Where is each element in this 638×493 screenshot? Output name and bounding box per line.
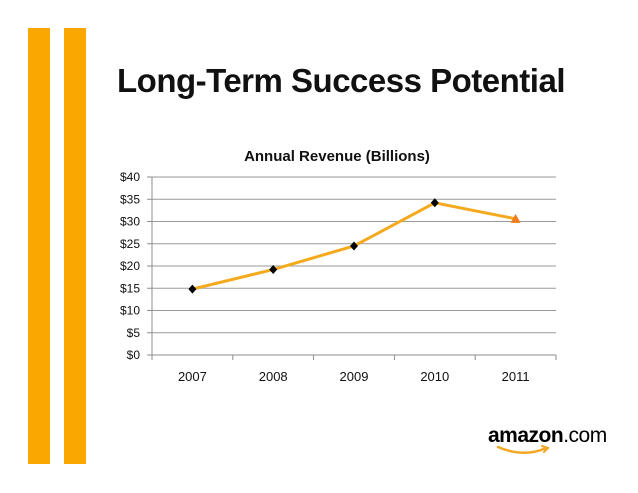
y-tick-label: $10 — [120, 304, 140, 318]
y-tick-label: $25 — [120, 237, 140, 251]
y-tick-label: $15 — [120, 281, 140, 295]
data-point-2008 — [269, 265, 278, 275]
slide-title: Long-Term Success Potential — [117, 62, 565, 99]
x-tick-label: 2009 — [340, 369, 369, 384]
amazon-smile-icon — [496, 445, 550, 454]
x-tick-label: 2010 — [420, 369, 449, 384]
logo-tld: .com — [563, 424, 607, 447]
data-point-2010 — [430, 198, 439, 208]
data-point-2007 — [188, 284, 197, 294]
data-point-2009 — [350, 241, 358, 251]
y-tick-label: $35 — [120, 192, 140, 206]
y-tick-label: $20 — [120, 259, 140, 273]
x-tick-label: 2011 — [502, 369, 530, 384]
y-tick-label: $40 — [120, 170, 140, 184]
chart-title: Annual Revenue (Billions) — [244, 148, 430, 165]
y-tick-label: $30 — [120, 215, 140, 229]
x-tick-label: 2008 — [259, 369, 288, 384]
data-point-2011 — [510, 213, 521, 223]
decorative-bar-right — [64, 28, 86, 464]
logo-name: amazon — [488, 424, 564, 447]
decorative-bar-left — [28, 28, 50, 464]
y-tick-label: $5 — [127, 326, 141, 340]
y-tick-label: $0 — [127, 348, 141, 362]
amazon-logo: amazon.com — [488, 424, 607, 458]
x-tick-label: 2007 — [178, 369, 207, 384]
